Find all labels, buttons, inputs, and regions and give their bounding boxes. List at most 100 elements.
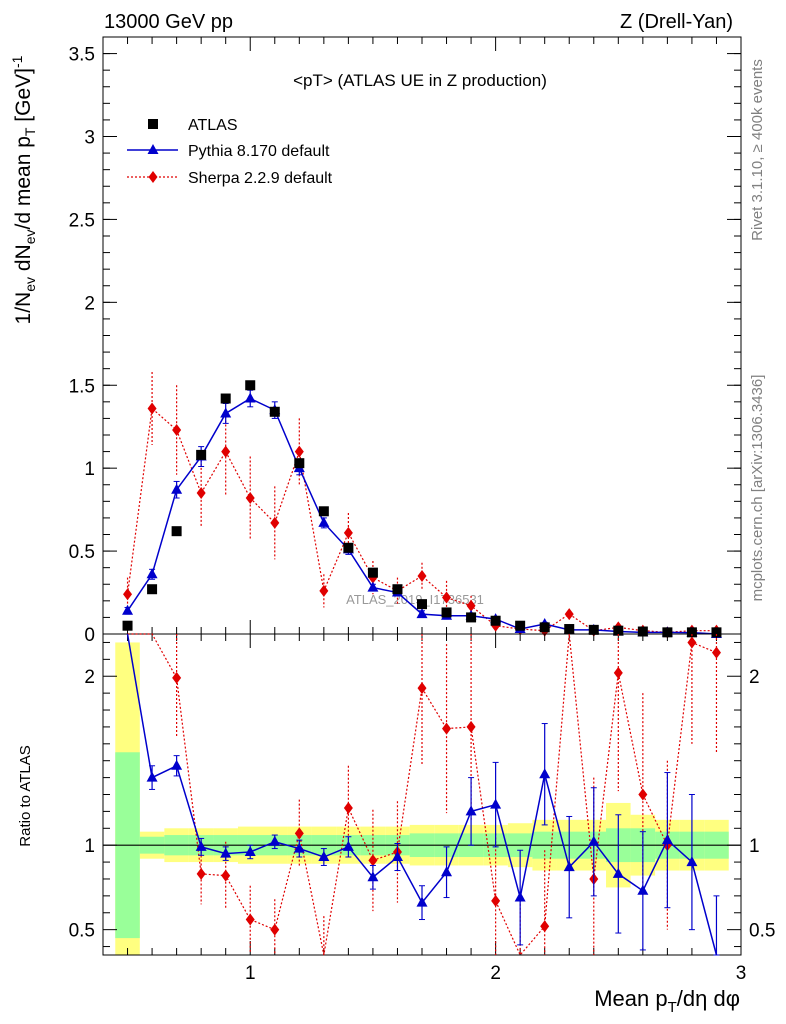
x-axis-label: Mean pT/dη dφ xyxy=(594,986,740,1016)
ratio-ytick-label-right: 1 xyxy=(749,836,760,857)
pythia-point xyxy=(171,483,183,494)
pythia-point xyxy=(367,581,379,592)
ratio-sherpa-point xyxy=(711,646,721,659)
ratio-ytick-label-right: 0.5 xyxy=(749,921,775,942)
pythia-point xyxy=(244,392,256,403)
main-y-axis-label: 1/Nev dNev/d mean pT [GeV]-1 xyxy=(9,55,38,324)
ratio-sherpa-point xyxy=(540,920,550,933)
atlas-point xyxy=(122,620,133,631)
atlas-point xyxy=(171,526,182,537)
ratio-sherpa-point xyxy=(172,671,182,684)
ratio-pythia-point xyxy=(244,845,256,856)
ratio-pythia-point xyxy=(588,835,600,846)
atlas-point xyxy=(147,584,158,595)
ratio-sherpa-point xyxy=(638,788,648,801)
ratio-sherpa-point xyxy=(245,913,255,926)
main-axes: 0 0.5 1 1.5 2 2.5 3 3.5 xyxy=(69,36,742,646)
ratio-sherpa-point xyxy=(294,827,304,840)
atlas-point xyxy=(220,393,231,404)
ratio-ytick-label: 2 xyxy=(84,667,95,688)
atlas-point xyxy=(564,624,575,635)
sherpa-point xyxy=(147,402,157,415)
main-ytick-label: 0.5 xyxy=(69,542,95,563)
main-ytick-label: 0 xyxy=(84,625,95,646)
sherpa-point xyxy=(343,526,353,539)
atlas-point xyxy=(318,506,329,517)
pythia-point xyxy=(220,407,232,418)
ratio-pythia-point xyxy=(637,884,649,895)
sherpa-point xyxy=(319,584,329,597)
pythia-point xyxy=(146,568,158,579)
legend-marker-pythia xyxy=(147,144,159,154)
rivet-label: Rivet 3.1.10, ≥ 400k events xyxy=(749,59,766,241)
main-ytick-label: 2 xyxy=(84,293,95,314)
ratio-sherpa-point xyxy=(687,636,697,649)
atlas-point xyxy=(294,458,305,469)
pythia-point xyxy=(318,516,330,527)
ratio-ytick-label-right: 2 xyxy=(749,667,760,688)
header-right: Z (Drell-Yan) xyxy=(620,11,733,33)
ratio-pythia-point xyxy=(563,861,575,872)
ratio-pythia-point xyxy=(514,891,526,902)
ratio-y-axis-label: Ratio to ATLAS xyxy=(17,745,34,846)
sherpa-point xyxy=(442,591,452,604)
pythia-point xyxy=(122,604,134,615)
ratio-pythia-point xyxy=(539,768,551,779)
main-ytick-label: 1 xyxy=(84,459,95,480)
main-series xyxy=(122,371,722,639)
sherpa-point xyxy=(123,588,133,601)
atlas-point xyxy=(343,542,354,553)
ratio-pythia-point xyxy=(465,805,477,816)
atlas-point xyxy=(367,567,378,578)
atlas-point xyxy=(392,584,403,595)
analysis-watermark: ATLAS_2019_I1736531 xyxy=(346,592,484,607)
ratio-pythia-point xyxy=(220,847,232,858)
ratio-sherpa-point xyxy=(221,869,231,882)
atlas-point xyxy=(245,380,256,391)
atlas-point xyxy=(686,627,697,638)
main-ytick-label: 3.5 xyxy=(69,45,95,66)
atlas-point xyxy=(711,627,722,638)
ratio-pythia-point xyxy=(342,840,354,851)
atlas-point xyxy=(466,612,477,623)
ratio-sherpa-point xyxy=(442,722,452,735)
atlas-point xyxy=(662,627,673,638)
ratio-sherpa-point xyxy=(270,923,280,936)
ratio-pythia-point xyxy=(293,842,305,853)
ratio-pythia-point xyxy=(416,896,428,907)
ratio-pythia-point xyxy=(612,867,624,878)
ratio-pythia-point xyxy=(441,866,453,877)
sherpa-point xyxy=(466,599,476,612)
ratio-xtick-label: 2 xyxy=(490,963,501,984)
ratio-pythia-point xyxy=(195,840,207,851)
atlas-point xyxy=(417,599,427,610)
legend-label: ATLAS xyxy=(188,117,238,134)
sherpa-point xyxy=(221,445,231,458)
atlas-point xyxy=(515,620,526,631)
atlas-point xyxy=(441,607,452,618)
legend-label: Sherpa 2.2.9 default xyxy=(188,170,333,187)
atlas-point xyxy=(269,406,280,417)
sherpa-point xyxy=(270,516,280,529)
atlas-point xyxy=(588,624,599,635)
header-left: 13000 GeV pp xyxy=(104,11,233,33)
sherpa-point xyxy=(564,608,574,621)
legend-marker-sherpa xyxy=(148,171,158,183)
atlas-point xyxy=(539,622,550,633)
legend: ATLAS Pythia 8.170 default Sherpa 2.2.9 de… xyxy=(127,117,333,187)
ratio-pythia-point xyxy=(269,835,281,846)
ratio-pythia-point xyxy=(391,851,403,862)
main-title: <pT> (ATLAS UE in Z production) xyxy=(293,71,547,90)
ratio-sherpa-point xyxy=(343,802,353,815)
legend-label: Pythia 8.170 default xyxy=(188,143,330,160)
sherpa-point xyxy=(417,569,427,582)
main-ytick-label: 1.5 xyxy=(69,376,95,397)
ratio-pythia-point xyxy=(146,771,158,782)
ratio-sherpa-point xyxy=(613,666,623,679)
ratio-ytick-label: 1 xyxy=(84,836,95,857)
atlas-point xyxy=(613,625,624,636)
ratio-pythia-point xyxy=(490,798,502,809)
atlas-point xyxy=(637,626,648,637)
ratio-pythia-point xyxy=(661,834,673,845)
